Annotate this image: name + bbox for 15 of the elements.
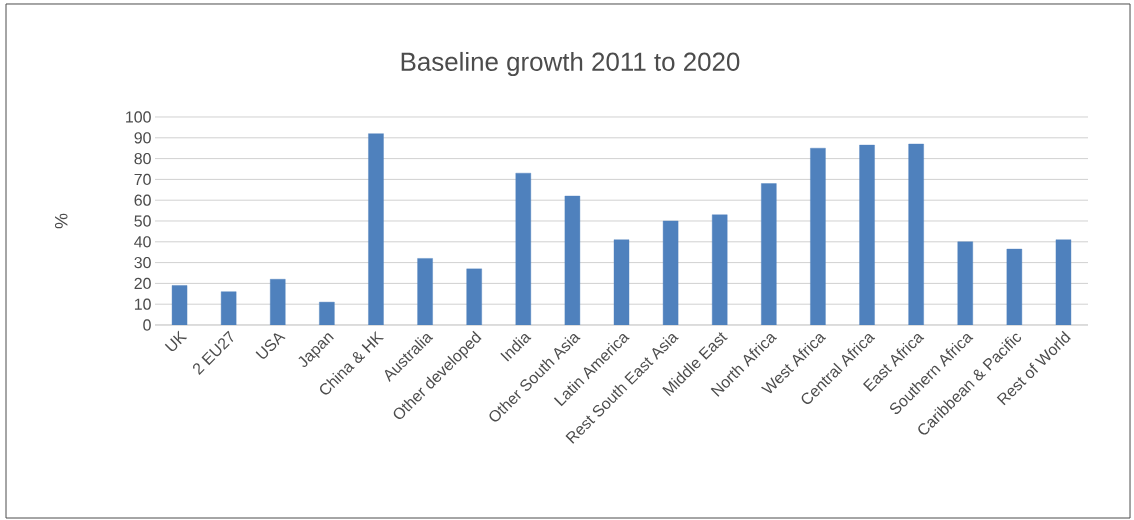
y-tick-label: 20 [134,277,151,290]
y-axis-title: % [54,213,68,229]
y-tick-label: 70 [134,173,151,186]
y-tick-label: 50 [134,215,151,227]
y-tick-label: 100 [126,111,151,123]
y-tick-label: 10 [134,298,151,310]
y-tick-label: 30 [134,256,151,269]
y-tick-label: 60 [134,194,151,206]
x-tick-label: USA [255,333,286,359]
y-tick-label: 40 [134,236,151,248]
y-tick-label: 0 [143,319,151,331]
x-tick-label: UK [164,330,188,352]
y-tick-label: 80 [134,152,151,165]
chart-title: Baseline growth 2011 to 2020 [401,51,740,77]
y-tick-label: 90 [134,132,151,144]
